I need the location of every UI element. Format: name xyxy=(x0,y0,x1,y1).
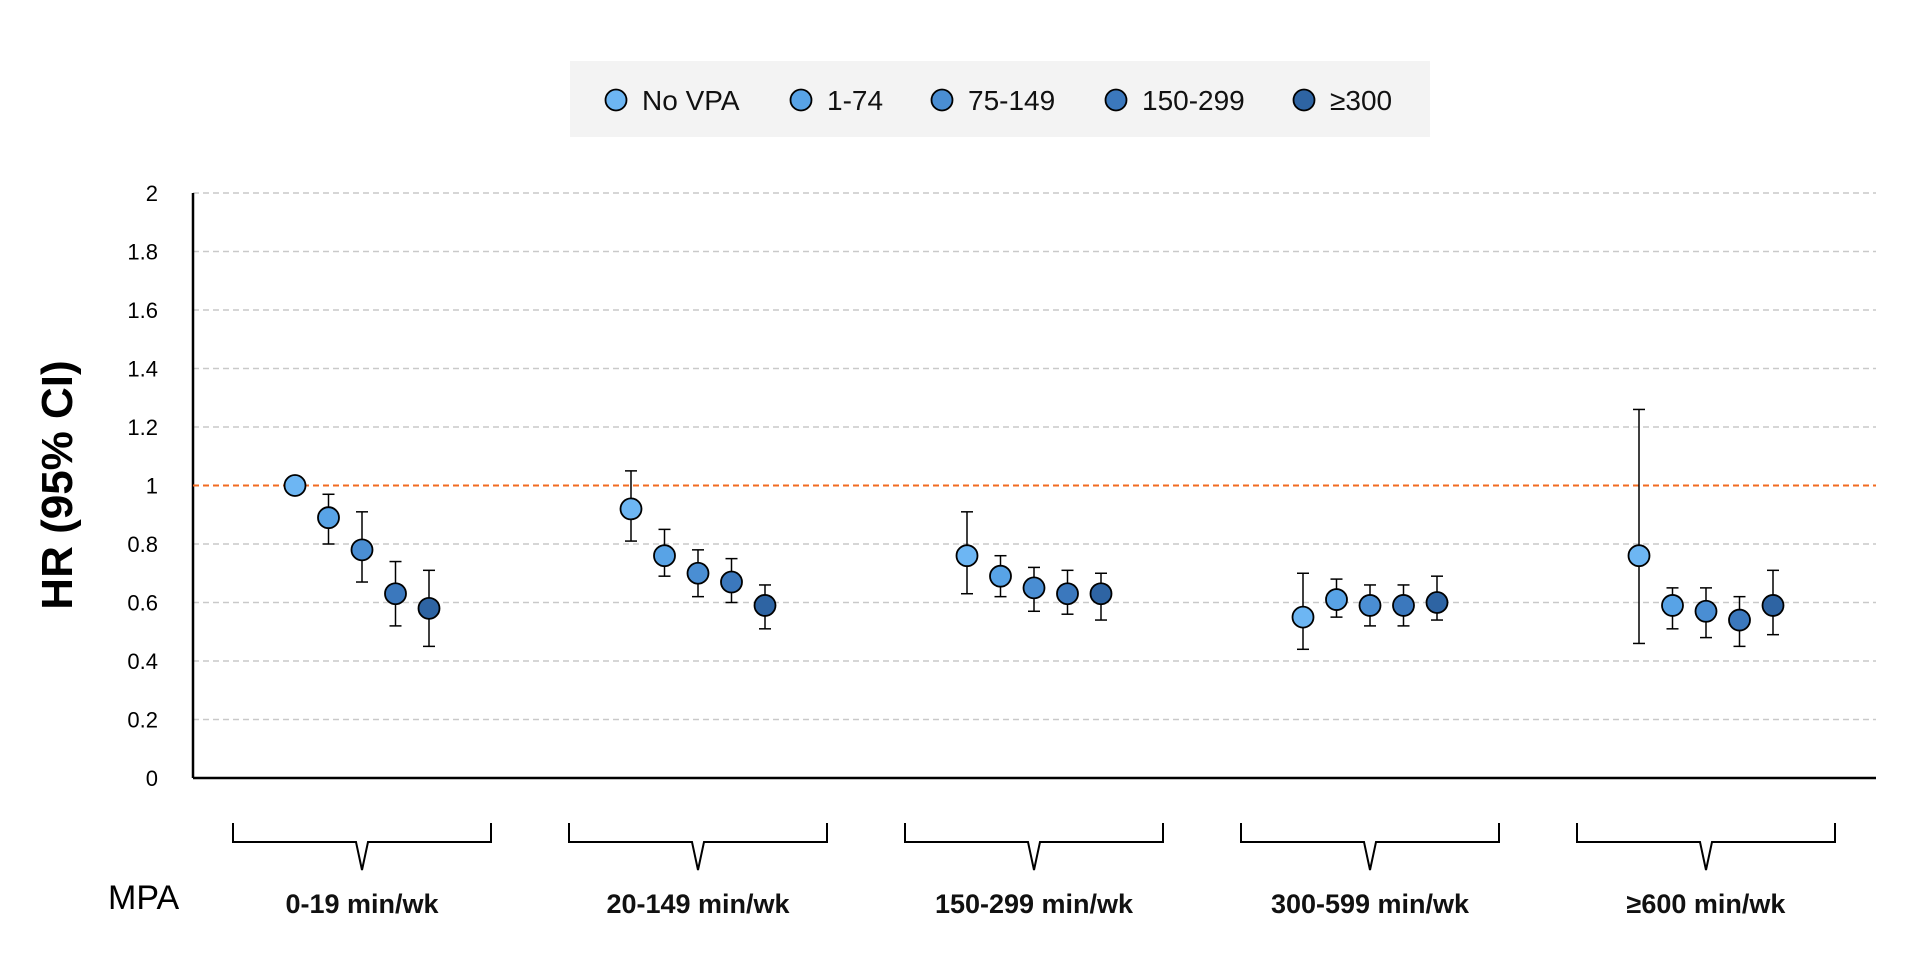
data-point xyxy=(1325,588,1348,611)
data-point xyxy=(720,570,743,594)
legend: No VPA 1-74 75-149 150-299 ≥300 xyxy=(604,85,1392,116)
data-point xyxy=(350,538,374,562)
y-tick-label: 0.2 xyxy=(127,708,158,733)
legend-marker xyxy=(1104,88,1128,112)
category-brace xyxy=(904,823,1164,871)
data-point xyxy=(1425,591,1449,614)
data-point xyxy=(1392,594,1415,617)
x-axis-title: MPA xyxy=(108,879,179,917)
y-axis-ticks: 0 0.2 0.4 0.6 0.8 1 1.2 1.4 1.6 1.8 2 xyxy=(127,181,158,791)
data-point xyxy=(686,561,710,585)
legend-marker xyxy=(604,88,628,112)
gridlines xyxy=(193,192,1876,721)
category-brace xyxy=(568,823,828,871)
data-point xyxy=(653,544,676,568)
legend-marker xyxy=(789,88,813,112)
data-point xyxy=(1627,544,1651,568)
legend-label: 75-149 xyxy=(968,85,1055,116)
y-tick-label: 1.2 xyxy=(127,415,158,440)
y-tick-label: 0.8 xyxy=(127,532,158,557)
data-point xyxy=(1728,608,1751,632)
data-point xyxy=(1291,605,1315,629)
legend-label: 150-299 xyxy=(1142,85,1245,116)
legend-box xyxy=(570,61,1430,137)
legend-marker xyxy=(930,88,954,112)
category-label: 0-19 min/wk xyxy=(285,889,439,919)
data-marks xyxy=(283,408,1785,651)
legend-item: ≥300 xyxy=(1292,85,1392,116)
data-point xyxy=(1089,582,1113,606)
category-brace xyxy=(232,823,492,871)
legend-item: 1-74 xyxy=(789,85,883,116)
category-label: 150-299 min/wk xyxy=(935,889,1134,919)
data-point xyxy=(619,497,643,521)
y-tick-label: 1.6 xyxy=(127,298,158,323)
y-tick-label: 0 xyxy=(146,766,158,791)
y-tick-label: 1.4 xyxy=(127,357,158,382)
data-point xyxy=(384,582,407,606)
category-label: 300-599 min/wk xyxy=(1271,889,1470,919)
y-tick-label: 2 xyxy=(146,181,158,206)
legend-label: ≥300 xyxy=(1330,85,1392,116)
category-brace xyxy=(1240,823,1500,871)
y-tick-label: 1.8 xyxy=(127,240,158,265)
data-point xyxy=(1661,594,1684,617)
y-tick-label: 1 xyxy=(146,474,158,499)
data-point xyxy=(417,596,441,620)
legend-item: 75-149 xyxy=(930,85,1055,116)
category-braces: 0-19 min/wk 20-149 min/wk 150-299 min/wk 30… xyxy=(232,823,1836,919)
legend-item: 150-299 xyxy=(1104,85,1245,116)
legend-marker xyxy=(1292,88,1316,112)
data-point xyxy=(753,594,777,617)
data-point xyxy=(1358,594,1382,617)
data-point xyxy=(283,474,307,497)
data-point xyxy=(989,564,1012,588)
legend-label: No VPA xyxy=(642,85,740,116)
data-point xyxy=(317,506,340,530)
y-tick-label: 0.6 xyxy=(127,591,158,616)
data-point xyxy=(955,544,979,568)
legend-label: 1-74 xyxy=(827,85,883,116)
category-label: ≥600 min/wk xyxy=(1627,889,1787,919)
error-bar xyxy=(1633,408,1645,645)
category-label: 20-149 min/wk xyxy=(606,889,790,919)
data-point xyxy=(1022,576,1046,600)
y-axis-title: HR (95% CI) xyxy=(33,360,82,609)
data-point xyxy=(1761,594,1785,617)
legend-item: No VPA xyxy=(604,85,740,116)
y-tick-label: 0.4 xyxy=(127,649,158,674)
category-brace xyxy=(1576,823,1836,871)
data-point xyxy=(1694,599,1718,623)
data-point xyxy=(1056,582,1079,606)
